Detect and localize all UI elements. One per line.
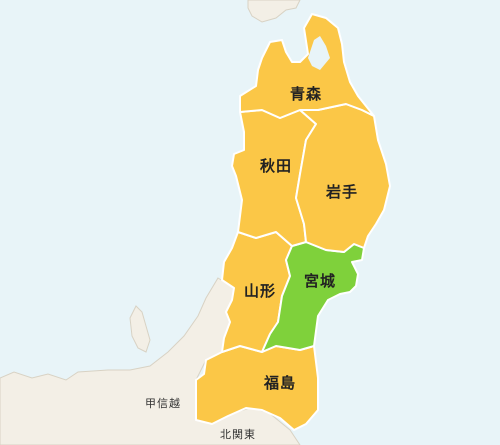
label-akita: 秋田: [260, 157, 292, 175]
label-fukushima: 福島: [263, 374, 296, 392]
hokkaido-land: [247, 0, 301, 23]
label-yamagata: 山形: [244, 282, 276, 300]
sado-island: [129, 305, 151, 353]
label-iwate: 岩手: [325, 183, 358, 201]
label-koshinetsu: 甲信越: [145, 396, 181, 410]
mutsu-bay: [308, 36, 330, 70]
label-kitakanto: 北関東: [220, 428, 256, 441]
label-aomori: 青森: [290, 85, 322, 103]
label-miyagi[interactable]: 宮城: [304, 272, 336, 290]
prefecture-aomori: [239, 13, 375, 119]
